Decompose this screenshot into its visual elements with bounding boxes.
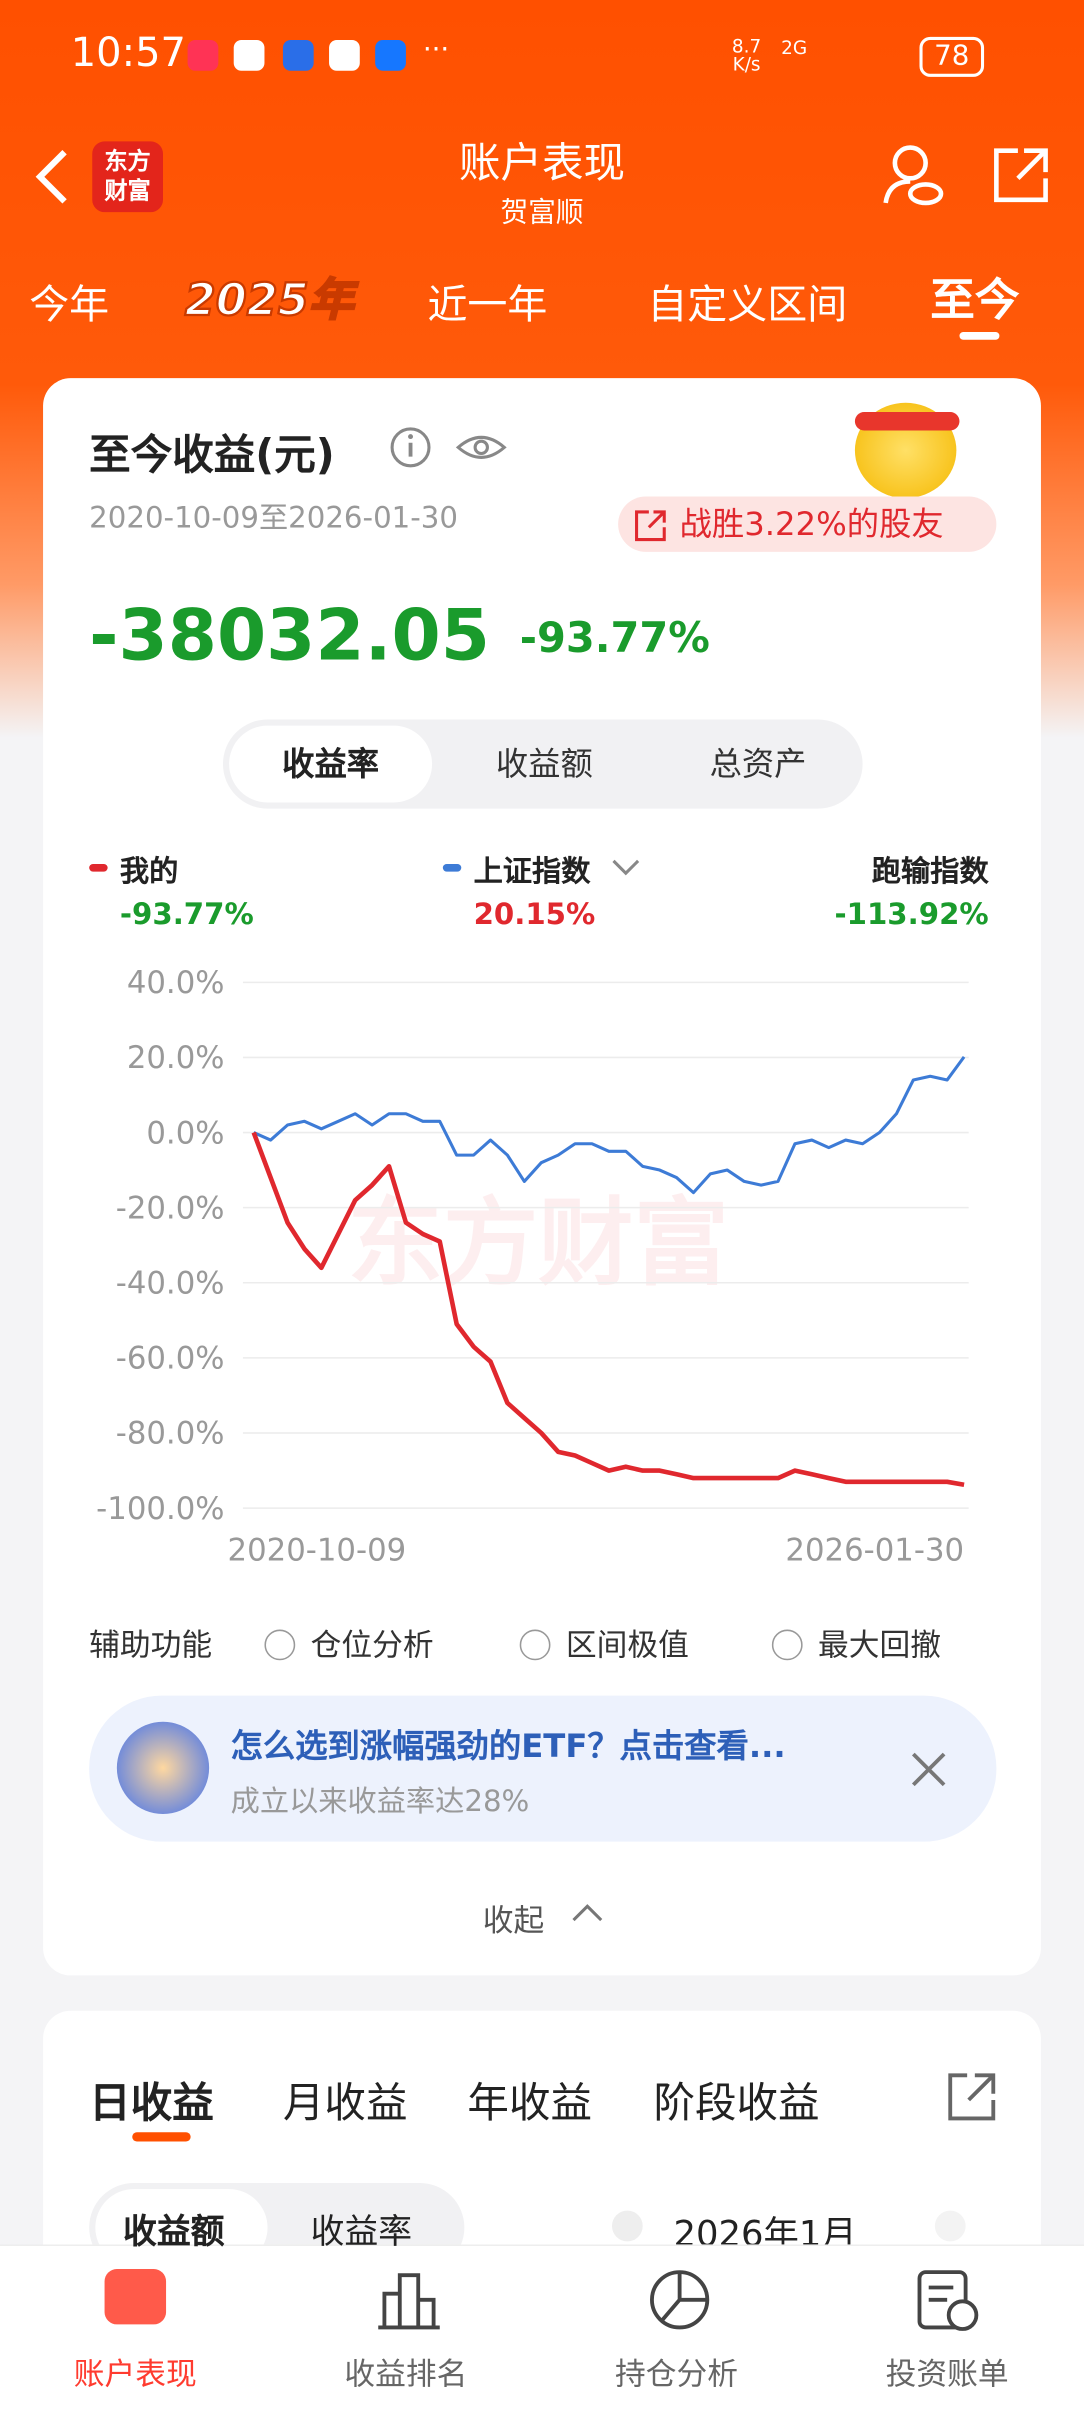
earnings-toggle[interactable]: 收益率 [310,2213,413,2253]
period-tab[interactable]: 2025年 [184,272,355,327]
y-tick-label: -80.0% [116,1416,225,1452]
dropdown-icon[interactable] [609,855,643,880]
radio[interactable] [264,1629,296,1661]
comparison-value: -113.92% [834,897,989,932]
earnings-toggle[interactable]: 收益额 [123,2213,225,2253]
app-icon [329,39,360,71]
segment[interactable]: 总资产 [709,745,807,783]
series-line [253,1055,966,1195]
y-tick-label: 40.0% [127,965,225,1001]
share-icon[interactable] [944,2069,999,2124]
prev-month[interactable] [611,2210,643,2242]
collapse[interactable]: 收起 [482,1901,545,1939]
network: 2G [781,36,808,59]
total-amount: -38032.05 [89,593,490,677]
earnings-tab[interactable]: 年收益 [467,2079,592,2128]
app-icon [233,39,265,71]
status-time: 10:57 [70,30,186,77]
period-tab[interactable]: 近一年 [427,282,548,329]
back-button[interactable] [31,146,77,207]
app-icon [187,39,219,71]
legend-name[interactable]: 上证指数 [473,854,591,889]
earnings-tab[interactable]: 日收益 [89,2079,214,2128]
nav-icon [917,2270,979,2331]
header-subtitle: 贺富顺 [500,196,584,230]
segment[interactable]: 收益率 [229,725,433,803]
promo-banner[interactable] [89,1695,997,1842]
beat-badge[interactable]: 战胜3.22%的股友 [618,496,997,552]
comparison-label: 跑输指数 [871,854,989,889]
next-month[interactable] [934,2210,966,2242]
y-tick-label: -20.0% [116,1190,225,1226]
tab-indicator [959,332,1000,340]
nav-label[interactable]: 投资账单 [885,2355,1009,2393]
app-icon [375,39,406,71]
aux-option[interactable]: 仓位分析 [264,1620,434,1665]
info-eye-icons[interactable] [387,424,525,470]
aux-option-label: 最大回撤 [818,1626,942,1664]
period-tab[interactable]: 自定义区间 [647,282,848,329]
nav-icon [104,2269,167,2325]
aux-option[interactable]: 区间极值 [519,1620,689,1665]
collapse-icon [572,1904,603,1922]
share-icon[interactable] [990,145,1052,206]
aux-option[interactable]: 最大回撤 [771,1620,942,1665]
segment[interactable]: 收益额 [495,745,593,783]
earnings-tab[interactable]: 阶段收益 [653,2079,820,2128]
radio[interactable] [519,1629,551,1661]
card-title: 至今收益(元) [89,431,335,480]
bottom-nav [0,2244,1084,2412]
nav-label[interactable]: 收益排名 [344,2355,468,2393]
nav-label[interactable]: 账户表现 [73,2355,197,2393]
mascot-band [854,411,960,431]
status-more: ··· [422,33,450,67]
legend-value: 20.15% [473,897,596,932]
promo-icon [116,1721,210,1815]
nav-icon [650,2270,710,2330]
metric-toggle: 收益率 收益额 总资产 [222,719,863,809]
aux-option-label: 区间极值 [565,1626,689,1664]
header-title: 账户表现 [458,139,626,188]
x-tick-label: 2020-10-09 [228,1532,407,1568]
logo: 东方 财富 [92,141,163,213]
period-tab[interactable]: 今年 [29,282,110,329]
chart: 东方财富 40.0%20.0%0.0%-20.0%-40.0%-60.0%-80… [96,965,969,1568]
period-tab[interactable]: 至今 [930,273,1020,326]
date-range: 2020-10-09至2026-01-30 [89,501,458,535]
y-tick-label: -100.0% [96,1491,224,1527]
nav-icon [378,2273,440,2330]
legend-name: 我的 [119,854,179,889]
nav-label[interactable]: 持仓分析 [615,2355,739,2393]
net-speed: 8.7 K/s [731,35,762,76]
app-icon [282,39,314,71]
promo-title: 怎么选到涨幅强劲的ETF？点击查看... [230,1727,786,1765]
profile-icon[interactable] [880,141,948,209]
series-line [251,1131,965,1487]
x-tick-label: 2026-01-30 [785,1532,964,1568]
legend-value: -93.77% [119,897,254,932]
aux-label: 辅助功能 [89,1626,213,1664]
total-rate: -93.77% [519,614,710,663]
y-tick-label: 0.0% [146,1115,224,1151]
tab-indicator [132,2132,191,2142]
close-icon[interactable] [907,1748,950,1791]
y-tick-label: -60.0% [116,1341,225,1377]
y-tick-label: -40.0% [116,1266,225,1302]
battery: 78 [919,36,985,77]
promo-subtitle: 成立以来收益率达28% [230,1784,530,1819]
aux-option-label: 仓位分析 [310,1626,434,1664]
legend-swatch [442,863,462,872]
legend-swatch [89,863,108,872]
earnings-tab[interactable]: 月收益 [282,2079,408,2128]
badge-share-icon [635,510,666,542]
y-tick-label: 20.0% [127,1040,225,1076]
radio[interactable] [771,1629,803,1661]
